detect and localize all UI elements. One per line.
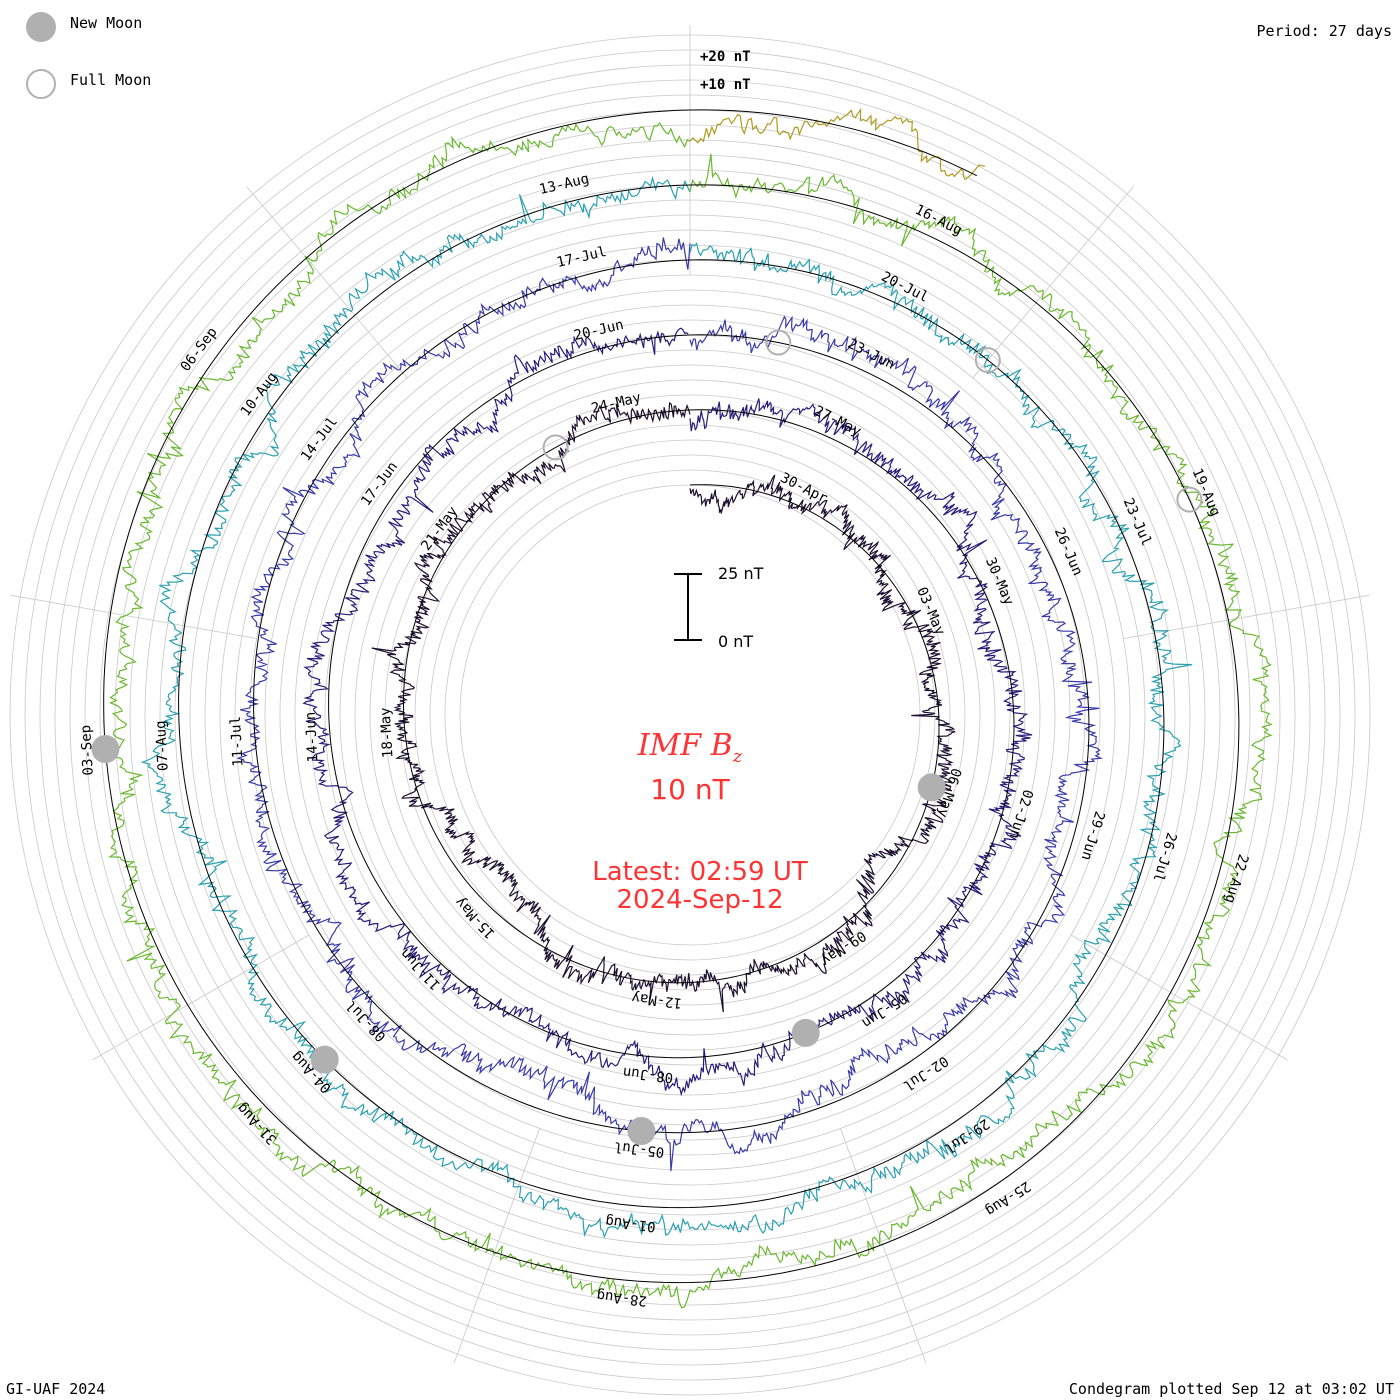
date-label: 05-Jul xyxy=(613,1138,665,1160)
zero-baseline xyxy=(103,109,1240,1284)
center-title-block: IMF Bz 10 nT xyxy=(500,728,880,806)
grid-ring xyxy=(429,454,951,976)
full-moon-icon xyxy=(26,69,56,99)
date-label: 08-Jul xyxy=(343,997,389,1045)
period-label: Period: 27 days xyxy=(1256,22,1392,40)
legend-new-moon-label: New Moon xyxy=(70,14,143,32)
scale-top-label: 25 nT xyxy=(718,564,764,583)
outer-axis-label-10: +10 nT xyxy=(700,77,751,93)
full-moon-icon xyxy=(542,434,569,461)
outer-axis: +20 nT +10 nT xyxy=(700,49,751,93)
date-label: 28-Aug xyxy=(596,1287,648,1309)
series-line xyxy=(236,237,1103,1172)
full-moon-icon xyxy=(974,347,1001,374)
grid-spoke xyxy=(1070,934,1288,1061)
latest-time: Latest: 02:59 UT xyxy=(592,857,808,887)
date-label: 17-Jul xyxy=(555,244,608,271)
grid-ring xyxy=(399,424,981,1006)
grid-spoke xyxy=(10,594,257,639)
scale-bar-graphic xyxy=(674,573,702,641)
new-moon-icon xyxy=(791,1018,820,1047)
grid-ring xyxy=(69,94,1311,1336)
date-label: 07-Aug xyxy=(153,720,172,771)
moon-markers xyxy=(91,329,1203,1146)
outer-axis-label-20: +20 nT xyxy=(700,49,751,65)
date-label: 15-May xyxy=(452,894,498,942)
date-label: 13-Aug xyxy=(538,171,591,198)
baseline-spiral xyxy=(103,109,1240,1284)
chart-title: IMF Bz xyxy=(500,728,880,767)
grid-ring xyxy=(339,364,1041,1066)
date-label: 01-Aug xyxy=(604,1213,656,1235)
grid-ring xyxy=(264,289,1116,1141)
scale-bar: 25 nT 0 nT xyxy=(672,564,792,652)
date-label: 05-Jun xyxy=(859,990,910,1031)
series-line xyxy=(689,107,986,181)
series-line xyxy=(302,327,1033,1097)
footer-plotted: Condegram plotted Sep 12 at 03:02 UT xyxy=(1068,1380,1394,1398)
date-label: 18-May xyxy=(378,707,397,758)
grid-ring xyxy=(414,439,966,991)
latest-timestamp: Latest: 02:59 UT 2024-Sep-12 xyxy=(540,858,860,914)
date-label: 21-May xyxy=(418,504,461,554)
grid-ring xyxy=(324,349,1056,1081)
grid-ring xyxy=(114,139,1266,1291)
legend-full-moon: Full Moon xyxy=(26,69,151,99)
date-label: 02-Jul xyxy=(900,1052,951,1093)
date-label: 23-Jul xyxy=(1120,496,1155,549)
grid-ring xyxy=(444,469,936,961)
chart-title-subscript: z xyxy=(732,746,743,767)
grid-spoke xyxy=(92,934,310,1061)
grid-ring xyxy=(294,319,1086,1111)
grid-spoke xyxy=(972,186,1134,379)
legend-full-moon-label: Full Moon xyxy=(70,71,152,89)
date-label: 06-Sep xyxy=(178,325,221,375)
new-moon-icon xyxy=(26,12,56,42)
grid-spoke xyxy=(246,186,408,379)
grid-ring xyxy=(279,304,1101,1126)
chart-title-text: IMF B xyxy=(637,728,733,763)
chart-scale-text: 10 nT xyxy=(650,773,730,806)
date-label: 29-Jul xyxy=(941,1115,992,1156)
grid-ring xyxy=(99,124,1281,1306)
grid-ring xyxy=(129,154,1251,1276)
full-moon-icon xyxy=(1176,486,1203,513)
grid-ring xyxy=(174,199,1206,1231)
grid-spokes xyxy=(10,25,1370,1364)
grid-ring xyxy=(369,394,1011,1036)
scale-bottom-label: 0 nT xyxy=(718,632,754,651)
date-label: 17-Jun xyxy=(358,459,401,509)
full-moon-icon xyxy=(765,329,792,356)
date-label: 12-May xyxy=(631,989,683,1011)
date-label: 16-Aug xyxy=(912,202,964,239)
legend-new-moon: New Moon xyxy=(26,12,142,42)
date-label: 26-Jun xyxy=(1051,525,1086,578)
date-label: 03-Sep xyxy=(78,724,97,775)
new-moon-icon xyxy=(917,773,946,802)
footer-credit: GI-UAF 2024 xyxy=(6,1380,106,1398)
grid-spoke xyxy=(453,1128,540,1364)
latest-date: 2024-Sep-12 xyxy=(616,885,784,915)
date-label: 30-Apr xyxy=(778,470,830,507)
date-label: 14-Jun xyxy=(303,711,322,762)
grid-spoke xyxy=(840,1128,927,1364)
new-moon-icon xyxy=(310,1045,339,1074)
date-label: 25-Aug xyxy=(982,1178,1033,1219)
series-layer xyxy=(108,107,1273,1309)
date-label: 08-Jun xyxy=(622,1064,674,1086)
grid-spoke xyxy=(1123,594,1370,639)
new-moon-icon xyxy=(91,735,120,764)
series-line xyxy=(140,176,1193,1239)
new-moon-icon xyxy=(627,1117,656,1146)
date-label: 31-Aug xyxy=(234,1100,280,1148)
date-label: 14-Jul xyxy=(298,414,341,464)
series-line xyxy=(371,401,956,1013)
date-label: 11-Jul xyxy=(228,716,247,767)
